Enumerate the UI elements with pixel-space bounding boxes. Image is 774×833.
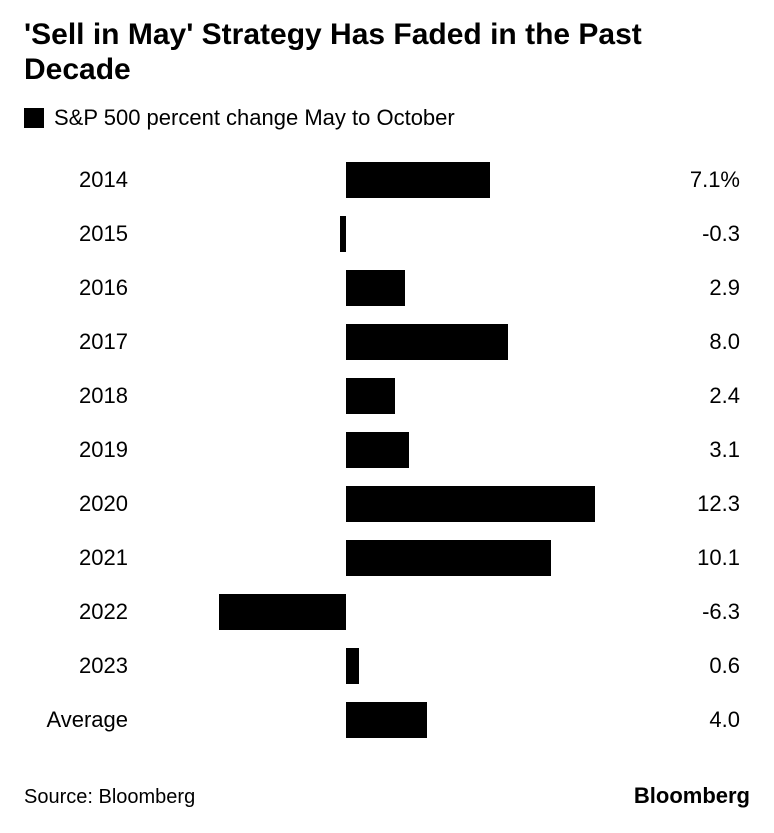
chart-row: 2021 10.1 xyxy=(24,531,750,585)
chart-row: 2015 -0.3 xyxy=(24,207,750,261)
bar xyxy=(340,216,346,252)
chart-row: 2019 3.1 xyxy=(24,423,750,477)
bar xyxy=(346,324,508,360)
row-value: -0.3 xyxy=(650,221,750,247)
row-value: 2.9 xyxy=(650,275,750,301)
row-label: Average xyxy=(24,707,144,733)
footer: Source: Bloomberg Bloomberg xyxy=(24,783,750,809)
row-label: 2023 xyxy=(24,653,144,679)
chart-row: Average 4.0 xyxy=(24,693,750,747)
row-label: 2019 xyxy=(24,437,144,463)
bar xyxy=(346,162,490,198)
chart-title: 'Sell in May' Strategy Has Faded in the … xyxy=(24,18,750,87)
legend: S&P 500 percent change May to October xyxy=(24,105,750,131)
bar-container xyxy=(144,540,650,576)
chart-row: 2023 0.6 xyxy=(24,639,750,693)
bar-container xyxy=(144,702,650,738)
bar xyxy=(346,648,358,684)
row-label: 2017 xyxy=(24,329,144,355)
chart-row: 2018 2.4 xyxy=(24,369,750,423)
bar xyxy=(346,378,395,414)
legend-label: S&P 500 percent change May to October xyxy=(54,105,455,131)
row-label: 2021 xyxy=(24,545,144,571)
bar xyxy=(346,432,409,468)
row-value: 3.1 xyxy=(650,437,750,463)
brand-text: Bloomberg xyxy=(634,783,750,809)
chart-row: 2014 7.1% xyxy=(24,153,750,207)
bar-container xyxy=(144,432,650,468)
row-value: 4.0 xyxy=(650,707,750,733)
row-label: 2015 xyxy=(24,221,144,247)
bar xyxy=(346,270,405,306)
chart-row: 2017 8.0 xyxy=(24,315,750,369)
row-label: 2018 xyxy=(24,383,144,409)
bar-container xyxy=(144,162,650,198)
source-text: Source: Bloomberg xyxy=(24,786,195,809)
chart-row: 2022 -6.3 xyxy=(24,585,750,639)
bar-container xyxy=(144,324,650,360)
bar xyxy=(346,540,550,576)
chart-row: 2016 2.9 xyxy=(24,261,750,315)
row-value: 12.3 xyxy=(650,491,750,517)
bar xyxy=(219,594,347,630)
row-value: 0.6 xyxy=(650,653,750,679)
row-value: -6.3 xyxy=(650,599,750,625)
bar-container xyxy=(144,594,650,630)
bar-container xyxy=(144,486,650,522)
bar-container xyxy=(144,270,650,306)
bar-container xyxy=(144,216,650,252)
row-value: 7.1% xyxy=(650,167,750,193)
row-value: 10.1 xyxy=(650,545,750,571)
bar-chart: 20147.1%2015-0.320162.920178.020182.4201… xyxy=(24,153,750,747)
chart-row: 2020 12.3 xyxy=(24,477,750,531)
row-label: 2014 xyxy=(24,167,144,193)
bar-container xyxy=(144,378,650,414)
bar-container xyxy=(144,648,650,684)
bar xyxy=(346,702,427,738)
legend-swatch xyxy=(24,108,44,128)
row-value: 8.0 xyxy=(650,329,750,355)
row-value: 2.4 xyxy=(650,383,750,409)
row-label: 2022 xyxy=(24,599,144,625)
row-label: 2020 xyxy=(24,491,144,517)
row-label: 2016 xyxy=(24,275,144,301)
bar xyxy=(346,486,595,522)
